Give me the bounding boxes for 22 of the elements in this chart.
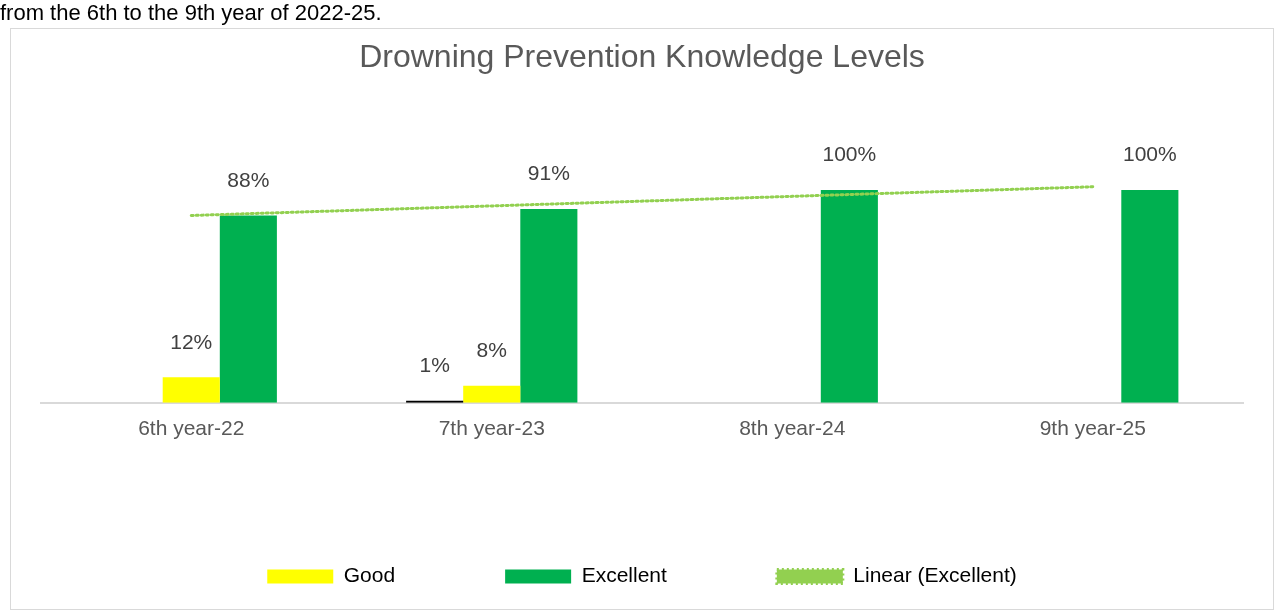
x-tick-label: 7th year-23: [438, 416, 545, 440]
data-label: 91%: [527, 161, 570, 185]
data-label: 100%: [822, 142, 877, 166]
text: from the 6th to the 9th year of 2022-25.: [0, 0, 382, 26]
legend-label: Linear (Excellent): [853, 563, 1017, 587]
data-label: 12%: [170, 329, 213, 353]
data-label: 88%: [227, 167, 270, 191]
bar: [1121, 189, 1179, 403]
data-label: 8%: [476, 338, 507, 362]
bar: [162, 377, 220, 403]
bar: [219, 215, 277, 403]
chart-title: Drowning Prevention Knowledge Levels: [359, 38, 925, 75]
x-tick-label: 9th year-25: [1039, 416, 1146, 440]
bar: [820, 189, 878, 403]
data-label: 1%: [419, 352, 450, 376]
data-label: 100%: [1122, 142, 1177, 166]
legend-label: Excellent: [581, 563, 667, 587]
bar: [463, 385, 521, 403]
legend-label: Good: [343, 563, 396, 587]
x-tick-label: 8th year-24: [739, 416, 846, 440]
x-tick-label: 6th year-22: [138, 416, 245, 440]
bar: [520, 209, 578, 403]
